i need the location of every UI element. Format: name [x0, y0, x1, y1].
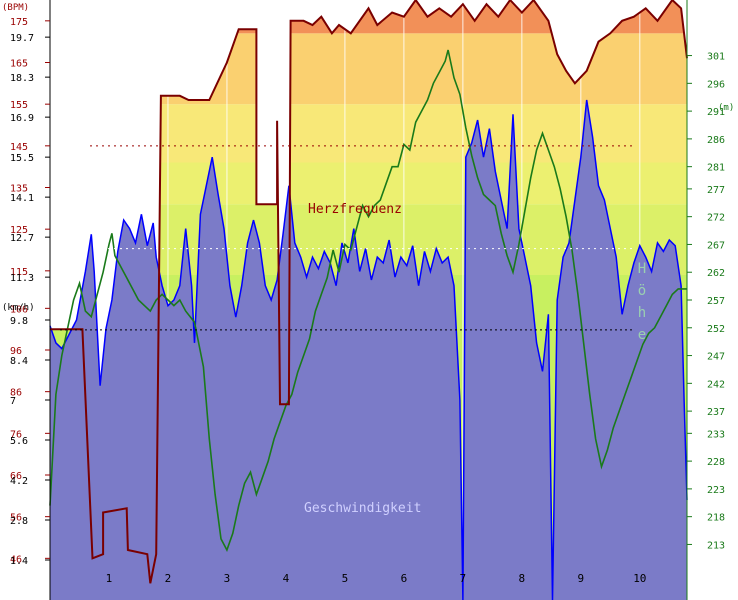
speed-tick-label: 5.6 [10, 436, 28, 447]
hr-zone-6 [50, 0, 687, 34]
speed-area [50, 100, 687, 600]
alt-tick-label: 291 [707, 107, 725, 118]
alt-tick-label: 301 [707, 52, 725, 63]
hr-tick-label: 145 [10, 142, 28, 153]
right-axis-ticks: 301 296 291 286 281 277 272 267 262 257 252 247 242 2… [687, 52, 725, 551]
alt-tick-label: 233 [707, 429, 725, 440]
hr-tick-label: 175 [10, 17, 28, 28]
alt-tick-label: 296 [707, 79, 725, 90]
speed-tick-label: 14.1 [10, 193, 34, 204]
hr-tick-label: 46 [10, 554, 22, 565]
hr-tick-label: 155 [10, 100, 28, 111]
speed-tick-label: 4.2 [10, 476, 28, 487]
speed-tick-label: 12.7 [10, 233, 34, 244]
heart-rate-line [50, 0, 688, 584]
alt-tick-label: 213 [707, 540, 725, 551]
hr-tick-label: 76 [10, 429, 22, 440]
x-tick-label: 3 [224, 572, 231, 585]
speed-tick-label: 7 [10, 396, 16, 407]
heart-rate-layer [50, 0, 688, 584]
average-lines [60, 145, 634, 331]
speed-tick-label: 16.9 [10, 113, 34, 124]
hr-series-label: Herzfrequenz [308, 202, 402, 217]
x-tick-label: 4 [283, 572, 290, 585]
x-tick-label: 10 [633, 572, 646, 585]
speed-tick-label: 15.5 [10, 153, 34, 164]
left-axis-ticks: 175 165 155 145 135 125 115 106 96 86 76 66 56 46 19.7… [10, 17, 50, 567]
alt-tick-label: 257 [707, 296, 725, 307]
hr-tick-label: 165 [10, 59, 28, 70]
hr-tick-label: 96 [10, 346, 22, 357]
hr-tick-label: 135 [10, 184, 28, 195]
alt-tick-label: 237 [707, 407, 725, 418]
speed-tick-label: 18.3 [10, 73, 34, 84]
alt-label-char: ö [638, 283, 646, 299]
alt-tick-label: 242 [707, 379, 725, 390]
x-axis-ticks: 1 2 3 4 5 6 7 8 9 10 [106, 572, 647, 585]
alt-tick-label: 223 [707, 485, 725, 496]
hr-tick-label: 56 [10, 513, 22, 524]
alt-label-char: h [638, 305, 646, 321]
alt-tick-label: 272 [707, 213, 725, 224]
alt-tick-label: 228 [707, 457, 725, 468]
hr-zone-5 [50, 33, 687, 105]
speed-tick-label: 9.8 [10, 316, 28, 327]
speed-tick-label: 1.4 [10, 556, 28, 567]
speed-series-label: Geschwindigkeit [304, 501, 421, 516]
hr-unit-label: (BPM) [2, 3, 29, 13]
hr-tick-label: 66 [10, 471, 22, 482]
alt-label-char: e [638, 327, 646, 343]
speed-tick-label: 11.3 [10, 273, 34, 284]
alt-tick-label: 218 [707, 513, 725, 524]
alt-tick-label: 277 [707, 185, 725, 196]
alt-tick-label: 247 [707, 352, 725, 363]
x-tick-label: 2 [165, 572, 172, 585]
alt-tick-label: 281 [707, 163, 725, 174]
speed-tick-label: 19.7 [10, 33, 34, 44]
hr-tick-label: 115 [10, 267, 28, 278]
speed-unit-label: (km/h) [2, 303, 35, 313]
alt-unit-label: (m) [718, 103, 734, 113]
x-tick-label: 6 [401, 572, 408, 585]
speed-tick-label: 8.4 [10, 356, 28, 367]
x-tick-label: 8 [519, 572, 526, 585]
x-tick-label: 7 [460, 572, 467, 585]
hr-tick-label: 86 [10, 388, 22, 399]
hr-tick-label: 125 [10, 225, 28, 236]
x-tick-label: 9 [578, 572, 585, 585]
alt-tick-label: 286 [707, 135, 725, 146]
alt-tick-label: 252 [707, 324, 725, 335]
alt-tick-label: 262 [707, 268, 725, 279]
altitude-line [49, 49, 687, 552]
hr-tick-label: 106 [10, 304, 28, 315]
x-tick-label: 1 [106, 572, 113, 585]
alt-label-char: H [638, 261, 646, 277]
x-tick-label: 5 [342, 572, 349, 585]
speed-tick-label: 2.8 [10, 516, 28, 527]
alt-tick-label: 267 [707, 240, 725, 251]
altitude-layer [49, 49, 687, 552]
